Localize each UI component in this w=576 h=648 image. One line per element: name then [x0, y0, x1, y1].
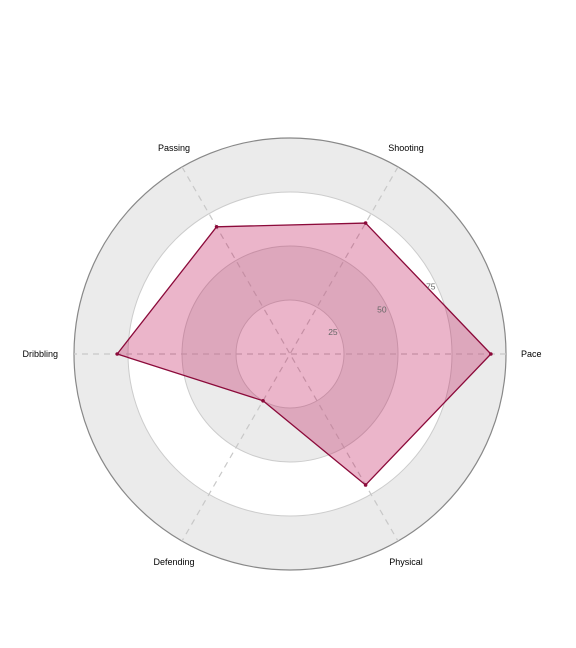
axis-label-passing: Passing [158, 143, 190, 153]
axis-label-defending: Defending [153, 557, 194, 567]
axis-label-dribbling: Dribbling [22, 349, 58, 359]
grid-spoke [181, 166, 399, 542]
data-point-physical [363, 483, 368, 487]
axis-label-physical: Physical [389, 557, 423, 567]
radar-grid-spokes [74, 166, 506, 542]
axis-label-shooting: Shooting [388, 143, 424, 153]
data-point-dribbling [115, 352, 119, 356]
data-point-defending [261, 398, 265, 403]
data-point-passing [214, 224, 219, 229]
grid-spoke [181, 166, 399, 542]
tick-label-25: 25 [328, 327, 338, 337]
radar-tick-labels: 25 50 75 [328, 282, 436, 338]
data-point-shooting [363, 221, 368, 225]
radar-grid-rings [73, 137, 507, 571]
tick-label-75: 75 [426, 282, 436, 292]
radar-series [115, 221, 493, 487]
axis-label-pace: Pace [521, 349, 542, 359]
data-point-pace [489, 352, 493, 356]
tick-label-50: 50 [377, 304, 387, 314]
radar-axis-labels: Pace Shooting Passing Dribbling Defending Phy… [22, 143, 541, 567]
